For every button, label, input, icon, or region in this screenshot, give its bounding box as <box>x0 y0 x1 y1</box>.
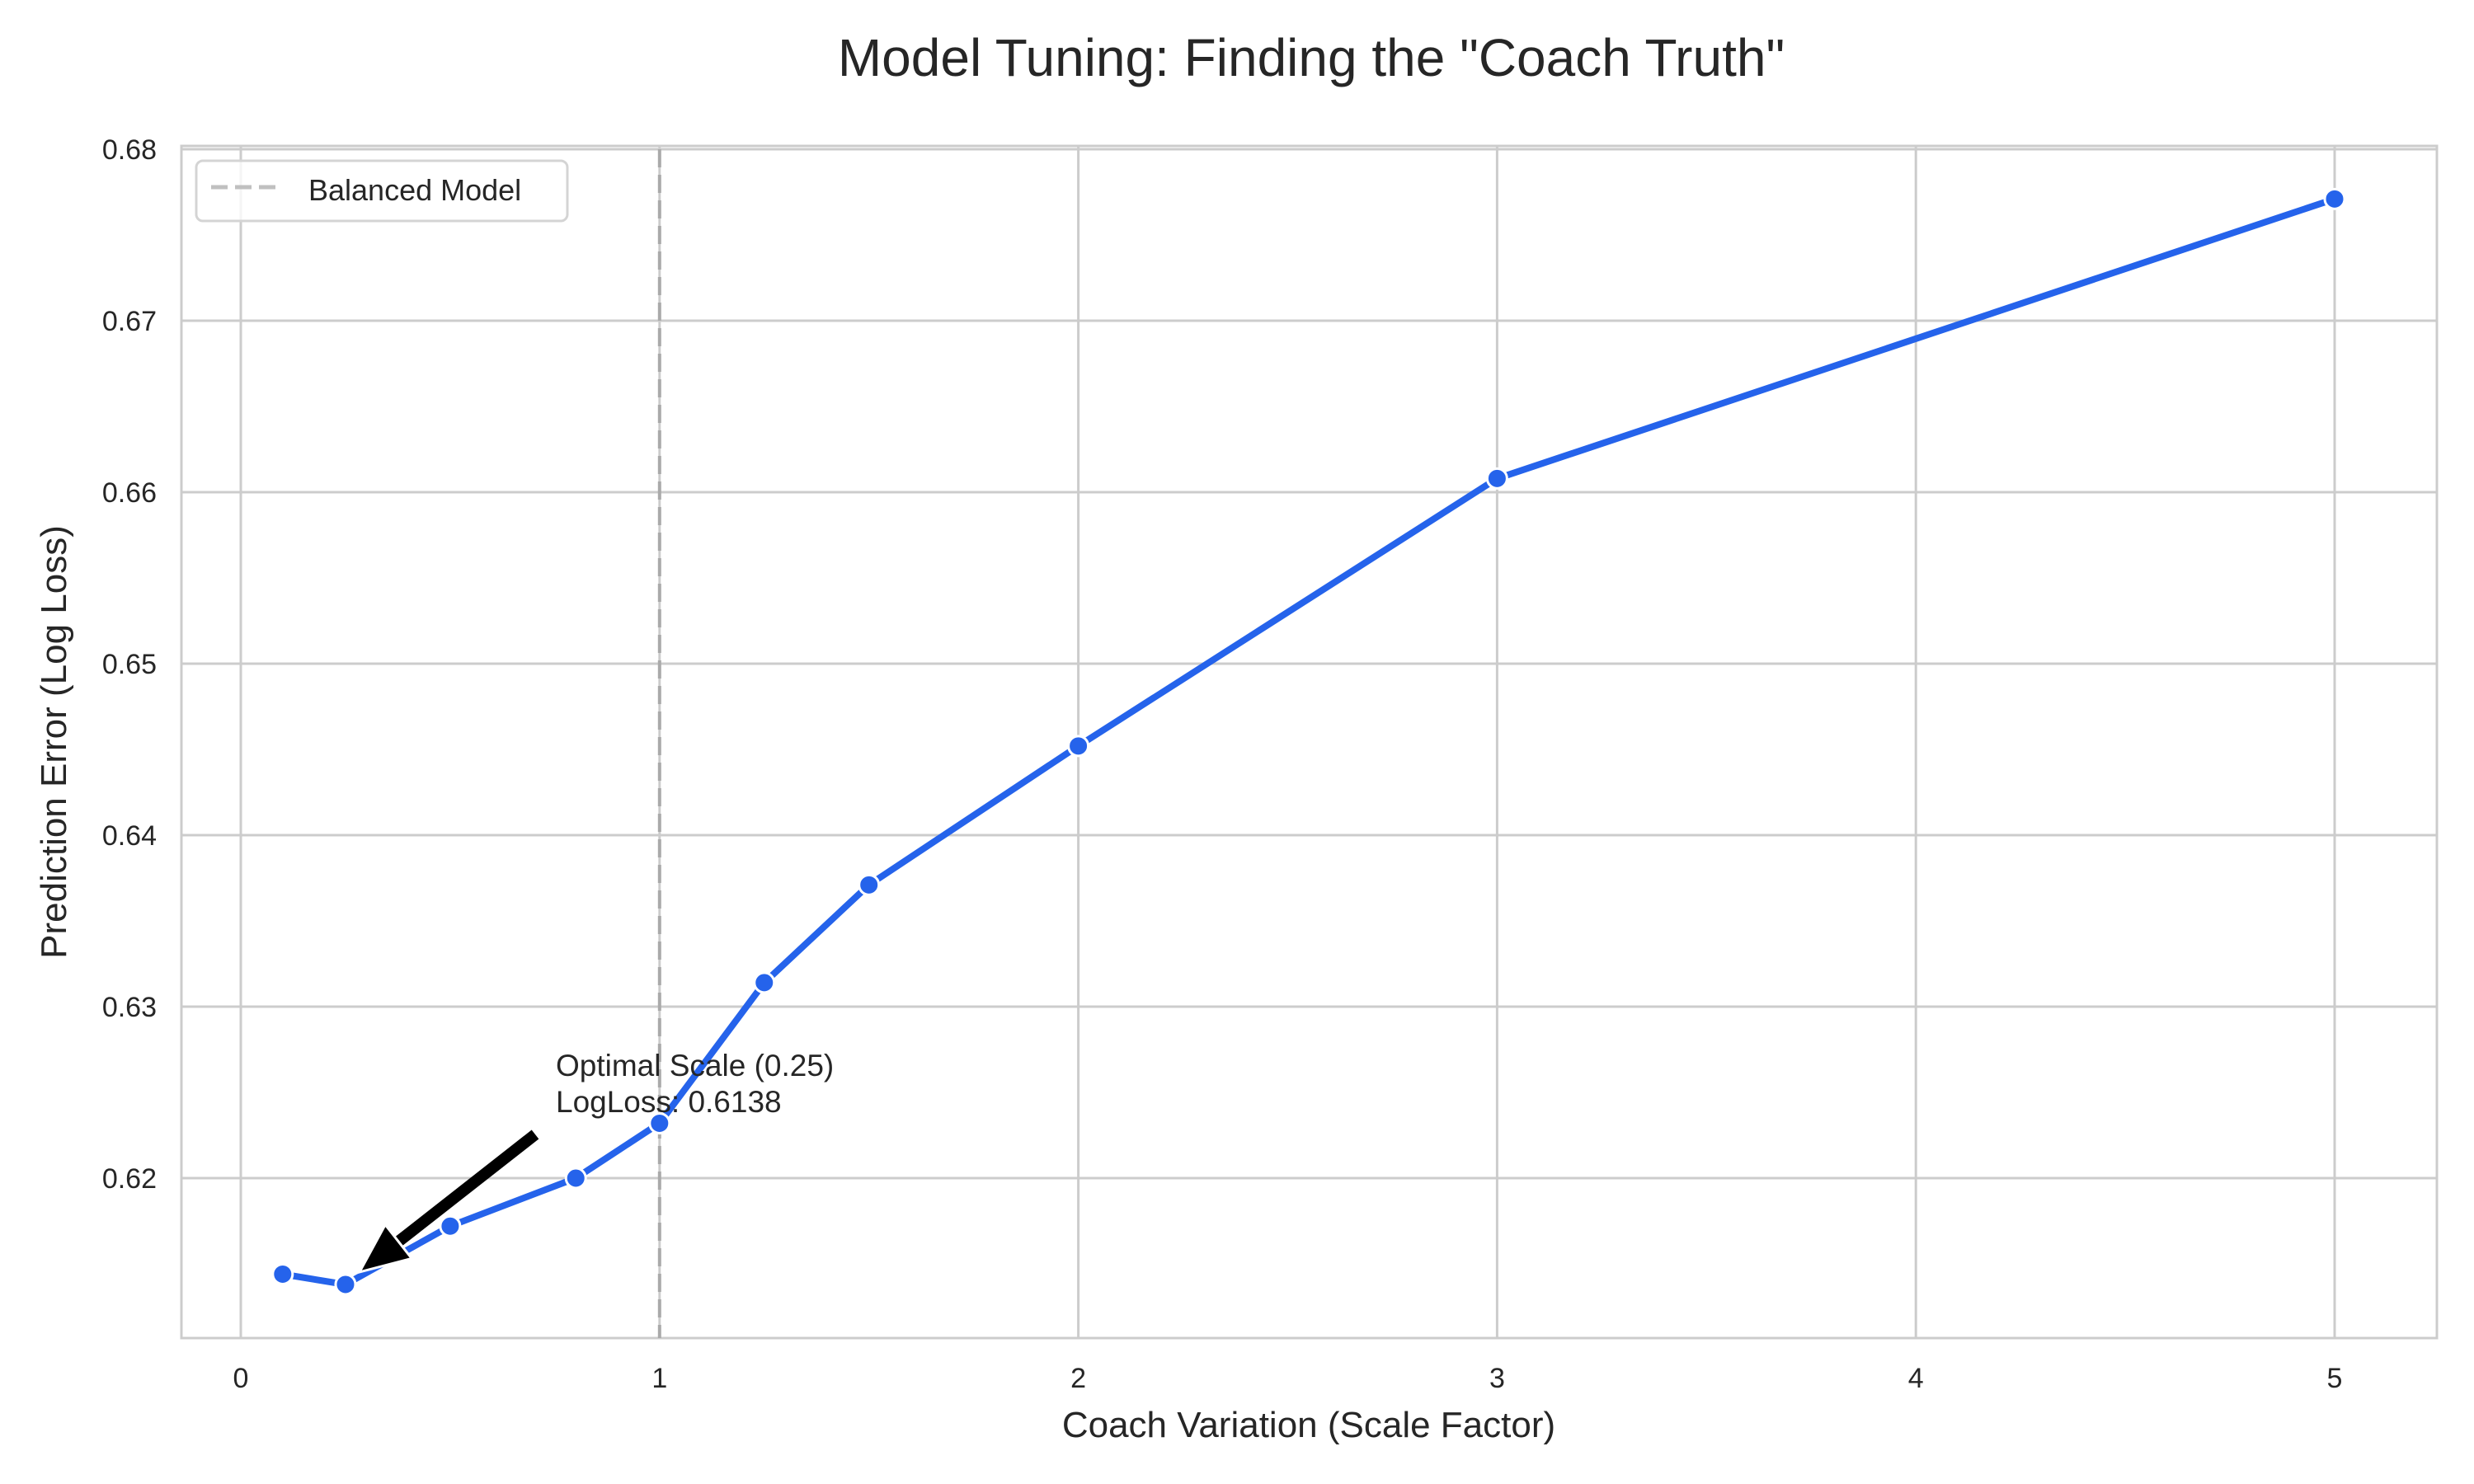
grid-lines <box>181 146 2437 1338</box>
data-point-marker <box>271 1262 294 1285</box>
y-axis-label: Prediction Error (Log Loss) <box>34 525 74 959</box>
annotation-line-1: Optimal Scale (0.25) <box>556 1049 834 1082</box>
annotation-line-2: LogLoss: 0.6138 <box>556 1085 782 1119</box>
x-tick-label: 1 <box>651 1363 667 1394</box>
data-point-marker <box>439 1214 462 1237</box>
y-tick-label: 0.68 <box>102 134 157 166</box>
y-axis-tick-labels: 0.62 0.63 0.64 0.65 0.66 0.67 0.68 <box>102 134 157 1195</box>
y-tick-label: 0.62 <box>102 1163 157 1195</box>
plot-area-frame <box>180 144 2439 1340</box>
y-tick-label: 0.66 <box>102 477 157 509</box>
x-tick-label: 3 <box>1489 1363 1505 1394</box>
y-tick-label: 0.64 <box>102 820 157 852</box>
x-tick-label: 2 <box>1070 1363 1086 1394</box>
data-point-markers <box>271 187 2346 1296</box>
x-axis-tick-labels: 0 1 2 3 4 5 <box>233 1363 2343 1394</box>
legend-label-balanced-model: Balanced Model <box>308 173 521 207</box>
annotation-text: Optimal Scale (0.25) LogLoss: 0.6138 <box>556 1049 843 1119</box>
x-axis-label: Coach Variation (Scale Factor) <box>1062 1405 1555 1445</box>
annotation-arrow <box>356 1129 539 1275</box>
y-tick-label: 0.63 <box>102 992 157 1023</box>
data-point-marker <box>334 1273 357 1296</box>
legend: Balanced Model <box>195 159 569 223</box>
data-point-marker <box>564 1167 587 1190</box>
data-point-marker <box>2323 187 2346 210</box>
log-loss-series-line <box>279 195 2338 1288</box>
x-tick-label: 0 <box>233 1363 249 1394</box>
data-point-marker <box>753 971 776 994</box>
data-point-marker <box>1485 467 1508 490</box>
data-point-marker <box>1067 735 1090 758</box>
x-tick-label: 4 <box>1908 1363 1924 1394</box>
y-tick-label: 0.67 <box>102 306 157 337</box>
arrow-shaft <box>392 1129 539 1248</box>
chart-title: Model Tuning: Finding the "Coach Truth" <box>838 28 1785 87</box>
legend-box <box>195 159 569 223</box>
x-tick-label: 5 <box>2327 1363 2343 1394</box>
arrow-head-icon <box>356 1222 414 1275</box>
data-point-marker <box>858 873 881 896</box>
y-tick-label: 0.65 <box>102 649 157 680</box>
data-point-marker <box>648 1111 671 1134</box>
